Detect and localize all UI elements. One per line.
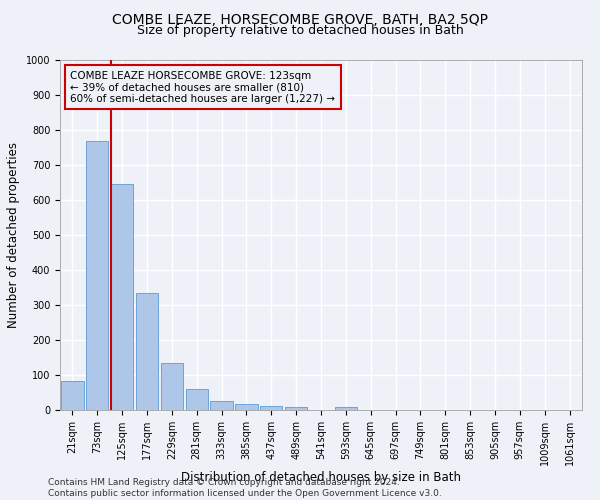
Bar xyxy=(136,294,158,410)
Bar xyxy=(285,407,307,410)
Bar xyxy=(235,404,257,410)
Text: COMBE LEAZE, HORSECOMBE GROVE, BATH, BA2 5QP: COMBE LEAZE, HORSECOMBE GROVE, BATH, BA2… xyxy=(112,12,488,26)
Bar xyxy=(61,381,83,410)
Bar xyxy=(161,363,183,410)
Bar xyxy=(260,406,283,410)
Bar xyxy=(86,140,109,410)
Bar xyxy=(211,401,233,410)
Bar xyxy=(111,184,133,410)
Bar xyxy=(335,406,357,410)
Bar xyxy=(185,389,208,410)
Text: Size of property relative to detached houses in Bath: Size of property relative to detached ho… xyxy=(137,24,463,37)
Y-axis label: Number of detached properties: Number of detached properties xyxy=(7,142,20,328)
X-axis label: Distribution of detached houses by size in Bath: Distribution of detached houses by size … xyxy=(181,470,461,484)
Text: COMBE LEAZE HORSECOMBE GROVE: 123sqm
← 39% of detached houses are smaller (810)
: COMBE LEAZE HORSECOMBE GROVE: 123sqm ← 3… xyxy=(70,70,335,104)
Text: Contains HM Land Registry data © Crown copyright and database right 2024.
Contai: Contains HM Land Registry data © Crown c… xyxy=(48,478,442,498)
